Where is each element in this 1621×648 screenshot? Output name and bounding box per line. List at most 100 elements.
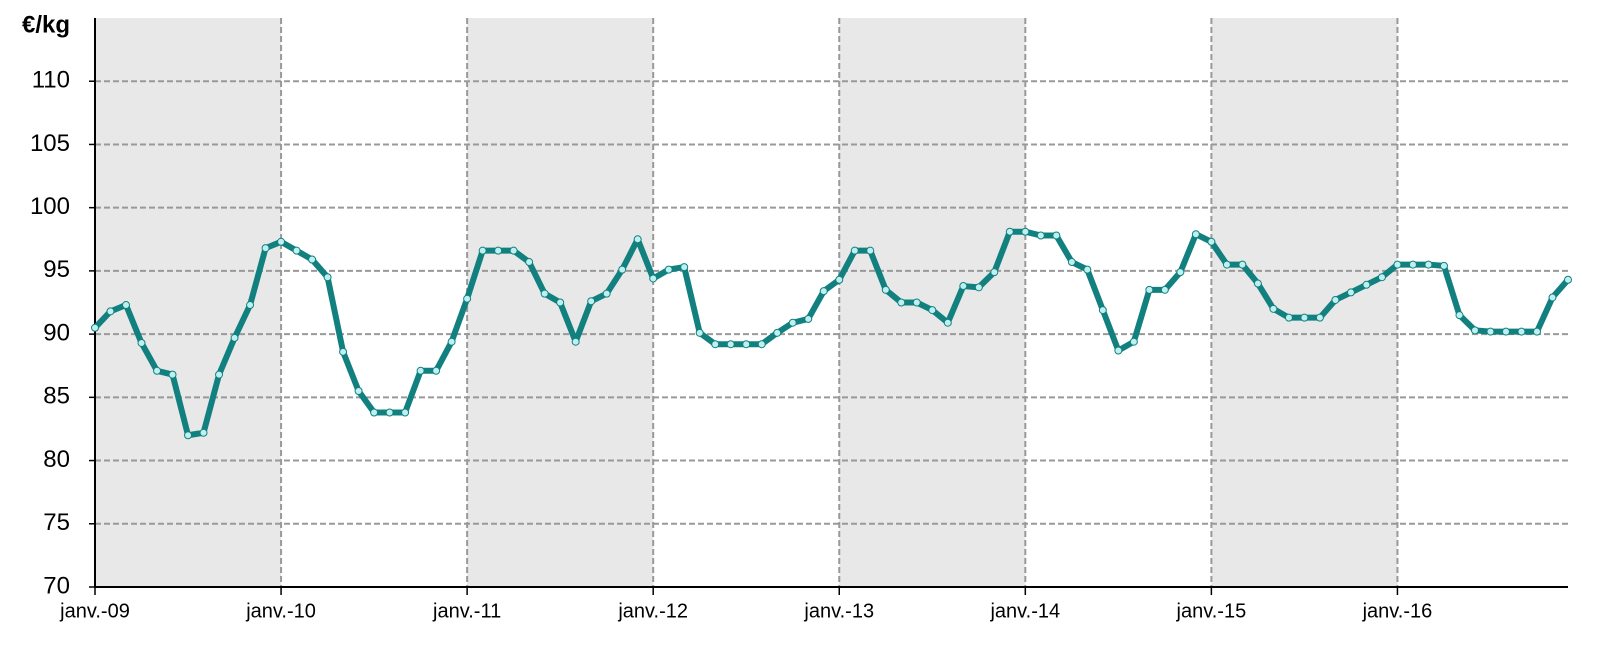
- point: [168, 370, 177, 379]
- point: [556, 298, 565, 307]
- point: [106, 307, 115, 316]
- point: [1408, 260, 1417, 269]
- point: [91, 323, 99, 332]
- point: [1269, 304, 1278, 313]
- point: [1300, 313, 1309, 322]
- point: [230, 333, 239, 342]
- point: [354, 387, 363, 396]
- point: [1424, 260, 1433, 269]
- x-tick-label: janv.-13: [803, 600, 874, 622]
- y-tick-label: 105: [30, 130, 70, 157]
- point: [587, 297, 596, 306]
- point: [370, 408, 379, 417]
- point: [1548, 293, 1557, 302]
- x-tick-label: janv.-15: [1176, 600, 1247, 622]
- point: [649, 274, 658, 283]
- point: [974, 283, 983, 292]
- point: [757, 340, 766, 349]
- point: [525, 258, 534, 267]
- point: [959, 282, 968, 291]
- point: [1346, 288, 1355, 297]
- point: [1470, 326, 1479, 335]
- point: [1238, 260, 1247, 269]
- point: [1052, 231, 1061, 240]
- point: [990, 268, 999, 277]
- point: [401, 408, 410, 417]
- point: [1501, 327, 1510, 336]
- point: [478, 246, 487, 255]
- point: [447, 337, 456, 346]
- point: [928, 306, 937, 315]
- point: [463, 294, 472, 303]
- point: [1377, 273, 1386, 282]
- point: [788, 318, 797, 327]
- year-bands: [95, 18, 1398, 587]
- point: [385, 408, 394, 417]
- point: [773, 328, 782, 337]
- point: [1176, 268, 1185, 277]
- point: [416, 366, 425, 375]
- point: [1067, 258, 1076, 267]
- point: [277, 237, 286, 246]
- y-tick-label: 80: [43, 446, 70, 473]
- point: [1021, 227, 1030, 236]
- y-tick-label: 110: [32, 67, 70, 94]
- y-tick-label: 100: [30, 193, 70, 220]
- x-tick-label: janv.-11: [432, 600, 501, 622]
- point: [742, 340, 751, 349]
- point: [246, 301, 255, 310]
- point: [912, 298, 921, 307]
- point: [1393, 260, 1402, 269]
- y-axis-label: €/kg: [22, 11, 70, 38]
- point: [1284, 313, 1293, 322]
- point: [1098, 306, 1107, 315]
- point: [308, 255, 317, 264]
- point: [215, 370, 224, 379]
- point: [1114, 346, 1123, 355]
- grid: [95, 18, 1568, 588]
- point: [1129, 337, 1138, 346]
- point: [633, 235, 642, 244]
- point: [835, 275, 844, 284]
- point: [494, 246, 503, 255]
- point: [261, 244, 270, 253]
- point: [571, 337, 580, 346]
- point: [1486, 327, 1495, 336]
- point: [664, 265, 673, 274]
- point: [292, 246, 301, 255]
- point: [618, 265, 627, 274]
- y-tick-label: 90: [43, 319, 70, 346]
- year-band: [1211, 18, 1398, 587]
- point: [509, 246, 518, 255]
- x-tick-label: janv.-12: [617, 600, 688, 622]
- point: [695, 328, 704, 337]
- x-tick-label: janv.-14: [989, 600, 1060, 622]
- point: [866, 246, 875, 255]
- point: [432, 366, 441, 375]
- point: [1532, 327, 1541, 336]
- point: [1145, 285, 1154, 294]
- point: [680, 263, 689, 272]
- point: [184, 431, 193, 440]
- point: [153, 366, 162, 375]
- point: [850, 246, 859, 255]
- point: [1036, 231, 1045, 240]
- point: [711, 340, 720, 349]
- point: [199, 428, 208, 437]
- point: [137, 338, 146, 347]
- point: [1455, 311, 1464, 320]
- x-tick-label: janv.-16: [1362, 600, 1433, 622]
- point: [1439, 261, 1448, 270]
- y-tick-label: 95: [43, 256, 70, 283]
- point: [1331, 295, 1340, 304]
- point: [1191, 230, 1200, 239]
- x-tick-label: janv.-10: [245, 600, 316, 622]
- point: [881, 285, 890, 294]
- point: [804, 314, 813, 323]
- point: [540, 289, 549, 298]
- point: [1315, 313, 1324, 322]
- point: [726, 340, 735, 349]
- point: [943, 318, 952, 327]
